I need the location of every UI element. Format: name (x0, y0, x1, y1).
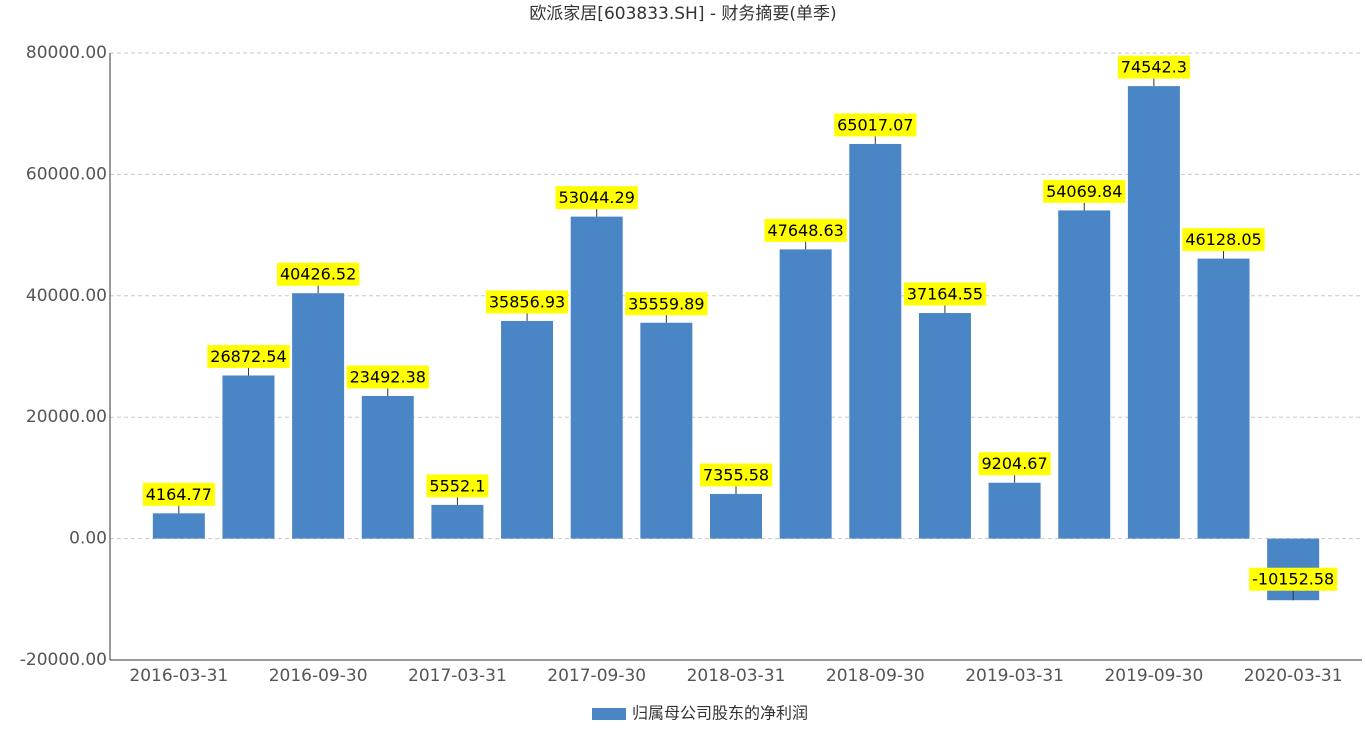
x-tick-label: 2017-09-30 (547, 666, 646, 686)
value-label-bg (1043, 179, 1126, 203)
value-label-group: 53044.29 (555, 186, 638, 210)
bar (849, 143, 902, 539)
value-label-bg (834, 113, 917, 137)
value-label-bg (555, 186, 638, 210)
value-label-group: 7355.58 (699, 463, 773, 487)
bar (152, 513, 205, 539)
bar (361, 396, 414, 539)
bar (1058, 210, 1111, 539)
y-tick-label: 40000.00 (26, 286, 107, 306)
value-label: 5552.1 (429, 476, 485, 495)
x-tick-label: 2018-09-30 (826, 666, 925, 686)
value-label: 54069.84 (1046, 182, 1122, 201)
value-label: -10152.58 (1252, 570, 1334, 589)
value-label-bg (764, 218, 847, 242)
value-label: 47648.63 (767, 221, 843, 240)
legend-label: 归属母公司股东的净利润 (632, 704, 808, 723)
legend-swatch (592, 708, 626, 720)
value-label: 37164.55 (907, 285, 983, 304)
bar (1197, 258, 1250, 539)
x-tick-label: 2018-03-31 (687, 666, 786, 686)
value-label-bg (699, 463, 773, 487)
value-label-bg (426, 474, 489, 498)
value-label: 23492.38 (350, 368, 426, 387)
bar (779, 249, 832, 539)
value-label-group: 37164.55 (903, 282, 987, 306)
value-label-bg (207, 344, 290, 368)
value-label: 4164.77 (146, 485, 212, 504)
value-label-bg (1249, 567, 1338, 591)
value-label: 26872.54 (210, 347, 286, 366)
value-label: 65017.07 (837, 115, 913, 134)
value-label-bg (903, 282, 987, 306)
bar (292, 293, 345, 539)
value-label: 35559.89 (628, 294, 704, 313)
y-tick-label: 60000.00 (26, 164, 107, 184)
value-label-bg (346, 365, 429, 389)
value-label: 35856.93 (489, 292, 565, 311)
value-label-group: 26872.54 (207, 344, 290, 368)
y-tick-label: 0.00 (69, 529, 107, 549)
bar (431, 504, 484, 539)
value-label-group: 23492.38 (346, 365, 429, 389)
value-label: 53044.29 (559, 188, 635, 207)
value-label-bg (978, 452, 1051, 476)
x-tick-label: 2017-03-31 (408, 666, 507, 686)
value-label: 7355.58 (703, 465, 769, 484)
value-label-group: 54069.84 (1043, 179, 1126, 203)
legend: 归属母公司股东的净利润 (592, 704, 808, 723)
value-label-group: 47648.63 (764, 218, 847, 242)
y-tick-label: 80000.00 (26, 43, 107, 63)
bar (988, 482, 1041, 539)
value-label: 46128.05 (1185, 230, 1261, 249)
value-label: 74542.3 (1121, 58, 1187, 77)
value-label-group: 46128.05 (1182, 228, 1265, 252)
bar (640, 322, 693, 539)
x-tick-label: 2019-03-31 (965, 666, 1064, 686)
value-label-bg (625, 292, 708, 316)
value-label-group: -10152.58 (1249, 567, 1338, 591)
value-label-group: 9204.67 (978, 452, 1051, 476)
value-label-bg (1117, 55, 1190, 79)
y-tick-label: 20000.00 (26, 407, 107, 427)
bar (570, 216, 623, 539)
value-label-bg (1182, 228, 1265, 252)
value-label-group: 40426.52 (276, 262, 360, 286)
x-tick-label: 2020-03-31 (1244, 666, 1343, 686)
value-label-bg (485, 290, 569, 314)
value-label: 40426.52 (280, 265, 356, 284)
value-label-group: 35559.89 (625, 292, 708, 316)
bar (501, 320, 554, 539)
value-label-group: 4164.77 (142, 482, 215, 506)
value-label-group: 65017.07 (834, 113, 917, 137)
value-label-group: 35856.93 (485, 290, 569, 314)
y-tick-label: -20000.00 (20, 650, 107, 670)
value-label-group: 74542.3 (1117, 55, 1190, 79)
value-label-bg (142, 482, 215, 506)
chart-title: 欧派家居[603833.SH] - 财务摘要(单季) (529, 4, 836, 24)
x-tick-label: 2016-09-30 (269, 666, 368, 686)
bar (222, 375, 275, 539)
x-tick-label: 2019-09-30 (1104, 666, 1203, 686)
value-label-group: 5552.1 (426, 474, 489, 498)
bar (1127, 86, 1180, 539)
x-tick-label: 2016-03-31 (129, 666, 228, 686)
bar (710, 493, 762, 539)
value-label: 9204.67 (982, 454, 1048, 473)
bar (918, 313, 971, 539)
value-label-bg (276, 262, 360, 286)
